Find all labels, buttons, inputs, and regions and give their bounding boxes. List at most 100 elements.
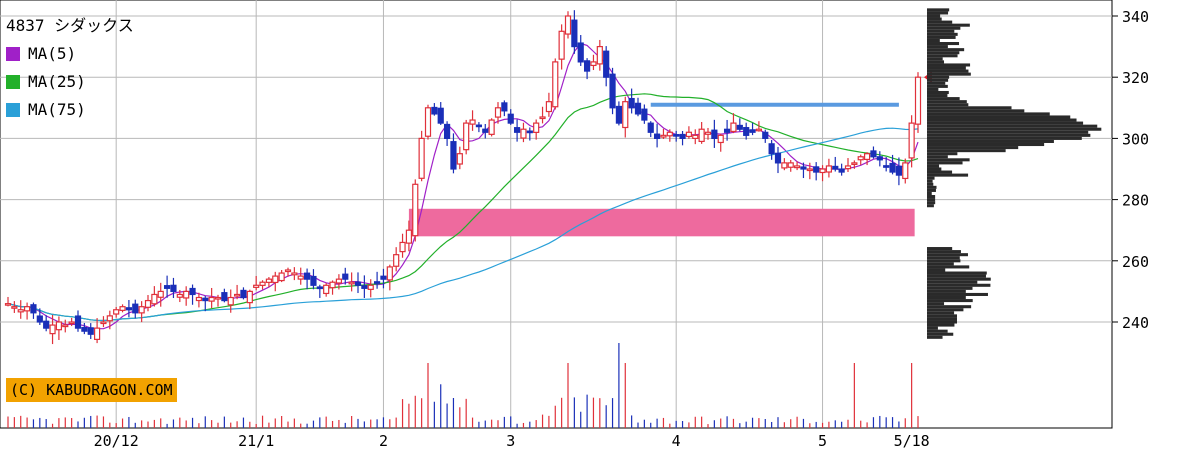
- volume-profile-bar: [927, 103, 969, 107]
- candle-body: [221, 292, 228, 302]
- legend-swatch-ma5: [6, 47, 20, 61]
- volume-profile-bar: [927, 188, 936, 192]
- volume-profile-bar: [927, 81, 946, 85]
- y-tick-label: 300: [1122, 130, 1149, 148]
- candle-body: [361, 285, 368, 289]
- candle-body: [151, 293, 158, 305]
- volume-profile-bar: [927, 161, 963, 165]
- volume-profile-bar: [927, 127, 1102, 131]
- volume-profile-bar: [927, 97, 960, 101]
- volume-profile-bar: [927, 133, 1091, 137]
- volume-profile-bar: [927, 302, 945, 306]
- candle-body: [526, 130, 533, 134]
- y-tick-label: 240: [1122, 314, 1149, 332]
- volume-profile-bar: [927, 326, 938, 330]
- legend-ma75: MA(75): [6, 96, 134, 124]
- volume-profile-bar: [927, 201, 936, 205]
- candle-body: [367, 284, 374, 290]
- volume-profile-bar: [927, 164, 940, 168]
- candle-body: [272, 275, 279, 284]
- volume-profile-bar: [927, 314, 957, 318]
- candle-body: [11, 306, 18, 309]
- volume-profile-bar: [927, 51, 960, 55]
- volume-profile-bar: [927, 146, 1019, 150]
- legend-label-ma25: MA(25): [28, 72, 86, 91]
- candle-body: [507, 113, 514, 124]
- candle-body: [723, 128, 731, 133]
- volume-profile-bar: [927, 265, 970, 269]
- candle-body: [870, 150, 877, 158]
- volume-profile-bar: [927, 136, 1082, 140]
- candle-body: [653, 133, 661, 140]
- y-tick-label: 260: [1122, 253, 1149, 271]
- copyright-badge: (C) KABUDRAGON.COM: [6, 378, 177, 402]
- legend-ma5: MA(5): [6, 40, 134, 68]
- candle-body: [494, 107, 502, 118]
- candle-body: [450, 141, 457, 170]
- candle-body: [106, 315, 113, 322]
- volume-profile-bar: [927, 320, 957, 324]
- volume-profile-bar: [927, 329, 948, 333]
- candle-body: [227, 296, 234, 306]
- volume-profile-bar: [927, 100, 967, 104]
- candle-body: [93, 327, 101, 340]
- volume-profile-bar: [927, 204, 934, 208]
- candle-body: [113, 309, 120, 315]
- candle-body: [202, 297, 209, 302]
- candle-body: [806, 168, 813, 172]
- candle-body: [908, 122, 915, 159]
- candle-body: [74, 315, 82, 329]
- volume-profile-bar: [927, 295, 966, 300]
- candle-body: [183, 290, 190, 299]
- candle-body: [189, 287, 196, 296]
- volume-profile-bar: [927, 115, 1071, 119]
- volume-profile-bar: [927, 11, 949, 15]
- candle-body: [81, 326, 88, 332]
- volume-profile-bar: [927, 335, 943, 339]
- candle-body: [49, 324, 56, 335]
- legend-label-ma5: MA(5): [28, 44, 77, 63]
- volume-profile-bar: [927, 191, 932, 196]
- candle-body: [793, 165, 801, 169]
- candle-body: [323, 284, 330, 295]
- candle-body: [876, 156, 883, 161]
- candle-body: [431, 106, 438, 115]
- volume-profile-bar: [927, 72, 971, 76]
- chart-legend: 4837 シダックス MA(5) MA(25) MA(75): [6, 12, 134, 124]
- candle-body: [291, 272, 298, 276]
- volume-profile-bar: [927, 167, 942, 171]
- candle-body: [4, 303, 12, 306]
- volume-profile-bar: [927, 185, 937, 189]
- candle-body: [857, 156, 864, 161]
- candle-body: [68, 321, 75, 325]
- candle-body: [501, 102, 508, 112]
- volume-profile-bar: [927, 54, 958, 58]
- volume-profile-bar: [927, 29, 955, 33]
- volume-profile-bar: [927, 323, 955, 327]
- candle-body: [342, 273, 349, 280]
- volume-profile-bar: [927, 90, 949, 95]
- volume-profile-bar: [927, 121, 1084, 125]
- volume-profile-bar: [927, 262, 954, 266]
- volume-profile-bar: [927, 280, 978, 284]
- volume-profile-bar: [927, 173, 969, 177]
- candle-body: [373, 281, 381, 284]
- volume-profile-bar: [927, 155, 948, 159]
- volume-profile-bar: [927, 170, 953, 174]
- candle-body: [163, 285, 171, 289]
- volume-profile-bar: [927, 112, 1050, 116]
- candle-body: [259, 281, 266, 286]
- volume-profile-bar: [927, 84, 948, 88]
- volume-profile-bar: [927, 60, 945, 64]
- candle-body: [399, 241, 406, 253]
- candle-body: [195, 296, 203, 302]
- volume-profile-bar: [927, 253, 968, 257]
- candle-body: [246, 290, 253, 304]
- candle-body: [278, 272, 285, 282]
- candle-body: [335, 278, 343, 284]
- candle-body: [533, 122, 540, 133]
- candle-body: [329, 281, 336, 289]
- candle-body: [144, 299, 152, 308]
- candle-body: [443, 123, 451, 140]
